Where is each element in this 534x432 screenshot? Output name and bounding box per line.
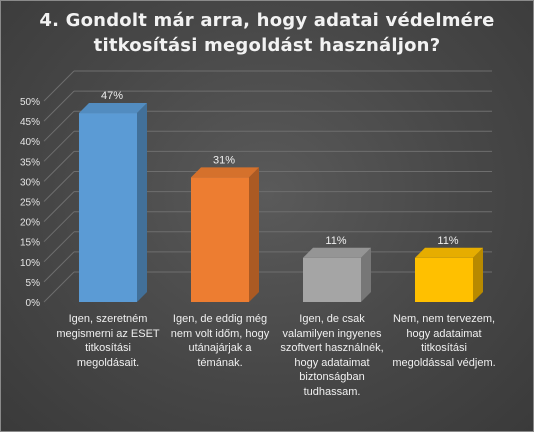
data-label: 11% [325,235,346,247]
y-tick-label: 10% [20,258,40,269]
data-label: 47% [101,90,123,102]
x-category-label: Igen, szeretném megismerni az ESET titko… [56,313,160,369]
gridline-side [43,251,75,283]
gridline-side [43,271,75,303]
gridline-side [43,231,75,263]
x-category-label: Nem, nem tervezem, hogy adataimat titkos… [392,313,496,369]
bar-top [191,167,259,178]
bar-top [79,103,147,114]
y-tick-label: 50% [20,97,40,108]
bar [191,177,249,302]
bar-side [249,167,259,302]
gridline-side [43,211,75,243]
y-tick-label: 45% [20,117,40,128]
bar-side [137,103,147,302]
data-label: 31% [213,154,235,166]
gridline-side [43,171,75,202]
gridline-side [43,110,75,142]
chart-title: 4. Gondolt már arra, hogy adatai védelmé… [0,8,534,58]
gridline-side [43,90,75,122]
bar-side [361,247,371,302]
gridline-side [43,130,75,162]
bar [303,257,361,302]
x-category-label: Igen, de csak valamilyen ingyenes szoftv… [280,313,384,398]
y-tick-label: 40% [20,137,40,148]
x-category-label: Igen, de eddig még nem volt időm, hogy u… [170,313,270,369]
y-tick-label: 0% [26,298,41,309]
bar [79,113,137,302]
bar-side [473,247,483,302]
y-tick-label: 25% [20,198,40,209]
y-tick-label: 30% [20,177,40,188]
y-tick-label: 35% [20,157,40,168]
y-tick-label: 5% [26,278,41,289]
bar-top [415,247,483,258]
data-label: 11% [437,235,458,247]
y-tick-label: 15% [20,238,40,249]
bar [415,257,473,302]
chart-title-line-2: titkosítási megoldást használjon? [93,35,441,56]
gridline-side [43,70,75,102]
gridline-side [43,191,75,222]
gridline-side [43,151,75,182]
y-tick-label: 20% [20,218,40,229]
bar-top [303,247,371,258]
chart-title-line-1: 4. Gondolt már arra, hogy adatai védelmé… [39,10,495,31]
